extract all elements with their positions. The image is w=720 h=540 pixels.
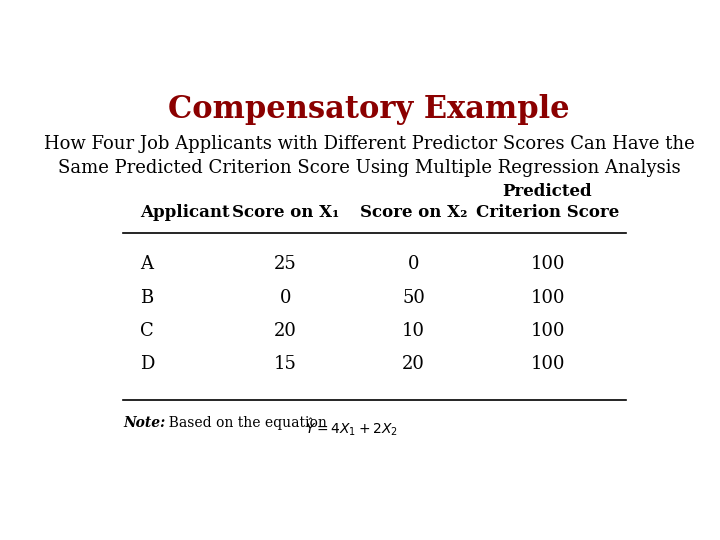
Text: 100: 100 [531, 289, 564, 307]
Text: Predicted
Criterion Score: Predicted Criterion Score [476, 183, 619, 221]
Text: 100: 100 [531, 322, 564, 340]
Text: D: D [140, 355, 155, 373]
Text: Applicant: Applicant [140, 204, 230, 221]
Text: Score on X₂: Score on X₂ [360, 204, 467, 221]
Text: 50: 50 [402, 289, 425, 307]
Text: 10: 10 [402, 322, 425, 340]
Text: 20: 20 [402, 355, 425, 373]
Text: 0: 0 [408, 255, 419, 273]
Text: Compensatory Example: Compensatory Example [168, 94, 570, 125]
Text: $\hat{Y} = 4X_1 + 2X_2$: $\hat{Y} = 4X_1 + 2X_2$ [305, 416, 398, 438]
Text: 20: 20 [274, 322, 297, 340]
Text: B: B [140, 289, 153, 307]
Text: 0: 0 [279, 289, 291, 307]
Text: C: C [140, 322, 154, 340]
Text: Note:: Note: [124, 416, 166, 430]
Text: 100: 100 [531, 355, 564, 373]
Text: How Four Job Applicants with Different Predictor Scores Can Have the
Same Predic: How Four Job Applicants with Different P… [44, 136, 694, 177]
Text: Based on the equation: Based on the equation [160, 416, 327, 430]
Text: 25: 25 [274, 255, 297, 273]
Text: 15: 15 [274, 355, 297, 373]
Text: 100: 100 [531, 255, 564, 273]
Text: Score on X₁: Score on X₁ [232, 204, 339, 221]
Text: A: A [140, 255, 153, 273]
